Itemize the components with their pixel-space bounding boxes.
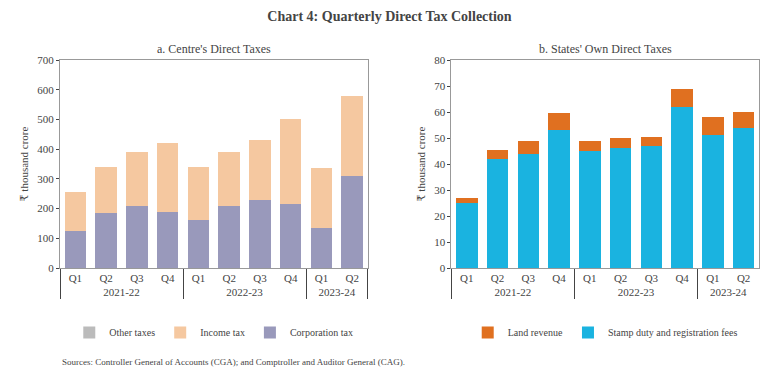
svg-text:Q1: Q1: [706, 272, 719, 284]
svg-text:b. States' Own Direct Taxes: b. States' Own Direct Taxes: [539, 42, 672, 56]
svg-text:Q1: Q1: [315, 272, 328, 284]
svg-text:20: 20: [434, 210, 446, 222]
svg-text:Q2: Q2: [99, 272, 112, 284]
svg-text:Q3: Q3: [130, 272, 144, 284]
svg-text:Q4: Q4: [552, 272, 566, 284]
svg-text:2022-23: 2022-23: [226, 286, 263, 298]
svg-text:Q3: Q3: [522, 272, 536, 284]
svg-text:10: 10: [434, 236, 446, 248]
svg-text:Q1: Q1: [460, 272, 473, 284]
svg-text:Q3: Q3: [645, 272, 659, 284]
svg-text:40: 40: [434, 158, 446, 170]
svg-text:200: 200: [37, 202, 54, 214]
svg-text:Q4: Q4: [675, 272, 689, 284]
svg-text:2023-24: 2023-24: [710, 286, 747, 298]
svg-text:600: 600: [37, 84, 54, 96]
svg-text:2021-22: 2021-22: [495, 286, 532, 298]
svg-text:70: 70: [434, 80, 446, 92]
svg-text:100: 100: [37, 232, 54, 244]
svg-text:2023-24: 2023-24: [318, 286, 355, 298]
svg-text:Q2: Q2: [491, 272, 504, 284]
svg-text:0: 0: [440, 262, 446, 274]
svg-text:Chart 4: Quarterly Direct Tax: Chart 4: Quarterly Direct Tax Collection: [267, 9, 512, 24]
svg-text:80: 80: [434, 54, 446, 66]
svg-text:2022-23: 2022-23: [618, 286, 655, 298]
svg-text:Q1: Q1: [69, 272, 82, 284]
svg-text:Other taxes: Other taxes: [109, 327, 155, 338]
svg-text:50: 50: [434, 132, 446, 144]
svg-text:Land revenue: Land revenue: [508, 327, 563, 338]
svg-text:Income tax: Income tax: [200, 327, 245, 338]
svg-text:Q2: Q2: [737, 272, 750, 284]
svg-text:Q4: Q4: [161, 272, 175, 284]
svg-text:700: 700: [37, 54, 54, 66]
svg-text:0: 0: [48, 262, 54, 274]
svg-text:Q1: Q1: [192, 272, 205, 284]
svg-text:Q2: Q2: [614, 272, 627, 284]
svg-text:₹ thousand crore: ₹ thousand crore: [415, 126, 427, 201]
svg-text:a. Centre's Direct Taxes: a. Centre's Direct Taxes: [157, 42, 271, 56]
svg-text:Corporation tax: Corporation tax: [290, 327, 353, 338]
svg-text:60: 60: [434, 106, 446, 118]
svg-text:Q2: Q2: [222, 272, 235, 284]
svg-text:500: 500: [37, 113, 54, 125]
svg-text:2021-22: 2021-22: [103, 286, 140, 298]
svg-text:400: 400: [37, 143, 54, 155]
svg-text:Q2: Q2: [345, 272, 358, 284]
svg-text:Q4: Q4: [284, 272, 298, 284]
svg-text:300: 300: [37, 173, 54, 185]
svg-text:30: 30: [434, 184, 446, 196]
svg-text:Q1: Q1: [583, 272, 596, 284]
svg-text:Stamp duty and registration fe: Stamp duty and registration fees: [608, 327, 738, 338]
svg-text:₹ thousand crore: ₹ thousand crore: [18, 126, 30, 201]
svg-text:Sources: Controller General of: Sources: Controller General of Accounts …: [62, 357, 405, 367]
svg-text:Q3: Q3: [253, 272, 267, 284]
